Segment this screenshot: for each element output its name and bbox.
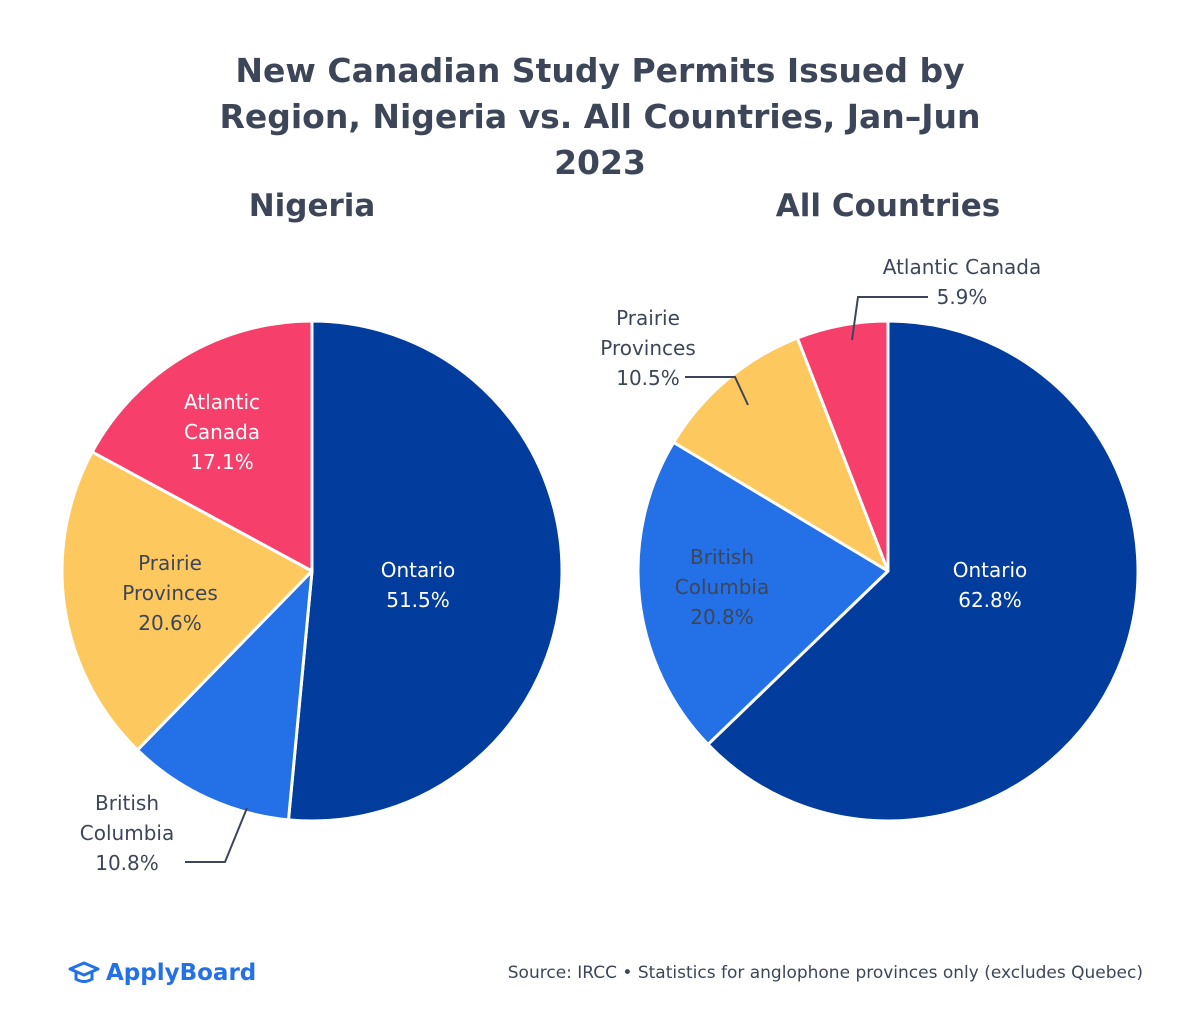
pie-title: All Countries <box>775 188 1001 224</box>
value-label: 17.1% <box>190 450 254 474</box>
leader-line <box>851 296 928 341</box>
value-label: 62.8% <box>958 588 1022 612</box>
category-label: Atlantic Canada <box>183 390 261 444</box>
category-label: Ontario <box>380 558 456 582</box>
pie-slice <box>795 319 890 573</box>
leader-line <box>685 376 749 406</box>
chart-title: New Canadian Study Permits Issued by Reg… <box>219 51 981 182</box>
slice-label: Prairie Provinces 10.5% <box>583 303 713 393</box>
brand: ApplyBoard <box>68 960 256 986</box>
slice-label: Ontario 51.5% <box>318 555 518 615</box>
slice-label: British Columbia 20.8% <box>657 542 787 632</box>
slice-label: Ontario 62.8% <box>890 555 1090 615</box>
category-label: Prairie Provinces <box>122 551 218 605</box>
slice-label: Prairie Provinces 20.6% <box>105 548 235 638</box>
source-note: Source: IRCC • Statistics for anglophone… <box>507 963 1143 983</box>
slice-label: Atlantic Canada 5.9% <box>837 252 1087 312</box>
value-label: 20.6% <box>138 611 202 635</box>
slice-label: Atlantic Canada 17.1% <box>167 387 277 477</box>
category-label: Ontario <box>952 558 1028 582</box>
value-label: 51.5% <box>386 588 450 612</box>
pie-slice <box>672 336 890 573</box>
value-label: 10.8% <box>95 851 159 875</box>
category-label: Atlantic Canada <box>882 255 1042 279</box>
brand-name: ApplyBoard <box>106 960 257 986</box>
pie-slice <box>706 319 1140 823</box>
category-label: British Columbia <box>674 545 770 599</box>
pie-slice <box>60 450 314 752</box>
category-label: British Columbia <box>79 791 175 845</box>
value-label: 10.5% <box>616 366 680 390</box>
pie-slice <box>135 569 314 822</box>
pie-slice <box>90 319 314 573</box>
category-label: Prairie Provinces <box>600 306 696 360</box>
pie-slice <box>286 319 564 823</box>
pie-title: Nigeria <box>248 188 376 224</box>
value-label: 20.8% <box>690 605 754 629</box>
leader-line <box>185 807 248 863</box>
brand-icon <box>68 961 100 983</box>
value-label: 5.9% <box>936 285 988 309</box>
pie-slice <box>636 440 890 746</box>
slice-label: British Columbia 10.8% <box>62 788 192 878</box>
